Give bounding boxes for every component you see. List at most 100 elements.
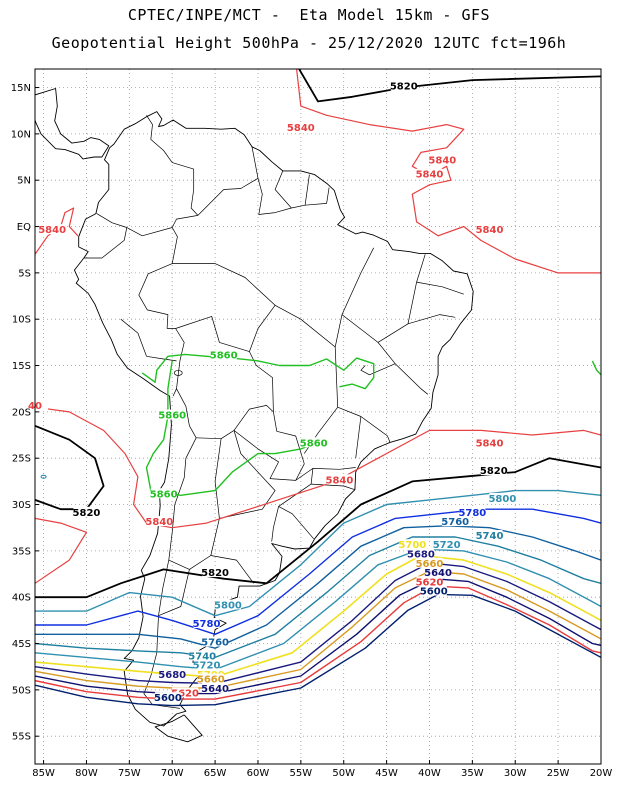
political-border: [120, 318, 147, 357]
contour-label-bg: [146, 516, 173, 527]
political-border: [214, 430, 276, 519]
contour-5820: [35, 457, 601, 599]
political-border: [271, 506, 279, 542]
political-border: [167, 328, 185, 397]
political-border: [355, 416, 362, 459]
political-border: [249, 247, 375, 352]
contour-label-5800-w: 5800: [214, 600, 242, 611]
political-border: [377, 314, 456, 343]
contour-label-bg: [442, 516, 469, 527]
political-border: [168, 518, 220, 570]
contour-label-5780-w: 5780: [193, 619, 221, 630]
contour-label-bg: [416, 576, 443, 587]
contour-5840: [35, 406, 601, 529]
contour-label-5840-atl1: 5840: [287, 123, 315, 134]
political-border: [312, 467, 356, 470]
political-border: [146, 355, 177, 362]
lake-titicaca: [173, 370, 183, 376]
plot-frame: [34, 68, 602, 765]
contour-label-5680-w: 5680: [158, 670, 186, 681]
lat-tick-label: 50S: [12, 685, 31, 696]
lat-tick-label: 10S: [12, 315, 31, 326]
lat-tick-label: EQ: [17, 222, 31, 233]
contour-5720: [35, 548, 601, 671]
contour-label-bg: [390, 80, 417, 91]
contour-labels: 5820 5840 5840 5840 5840 5840 5860 5860 5860 5860…: [22, 80, 516, 704]
central-america-coastline: [35, 88, 110, 160]
political-border: [304, 174, 310, 206]
political-border: [360, 363, 396, 376]
lat-tick-label: 45S: [12, 639, 31, 650]
lat-tick-label: 30S: [12, 500, 31, 511]
lat-tick-label: 15S: [12, 361, 31, 372]
contour-label-5820-e: 5820: [480, 466, 508, 477]
geopotential-contours: [35, 69, 601, 707]
contour-label-5720-e: 5720: [433, 540, 461, 551]
lon-tick-label: 45W: [375, 768, 398, 779]
lat-tick-label: 5N: [17, 176, 31, 187]
contour-label-bg: [476, 224, 503, 235]
contour-label-5840-mid: 5840: [476, 438, 504, 449]
contour-5600: [35, 593, 601, 707]
contour-label-bg: [300, 437, 327, 448]
contour-label-bg: [154, 692, 181, 703]
contour-label-5860-1: 5860: [210, 350, 238, 361]
political-boundaries: [35, 88, 474, 743]
south-america-coastline: [73, 111, 474, 727]
contour-label-bg: [476, 529, 503, 540]
political-border: [175, 316, 305, 464]
political-border: [197, 146, 259, 216]
contour-label-5760-w: 5760: [201, 638, 229, 649]
contour-label-5840-arg: 5840: [326, 475, 354, 486]
political-border: [407, 254, 426, 324]
contour-label-bg: [425, 567, 452, 578]
lon-tick-label: 50W: [332, 768, 355, 779]
contour-5840: [296, 69, 601, 274]
contour-label-5800-e: 5800: [488, 494, 516, 505]
lon-tick-label: 55W: [290, 768, 313, 779]
political-border: [96, 213, 173, 237]
lon-tick-label: 80W: [75, 768, 98, 779]
contour-label-5660-w: 5660: [197, 675, 225, 686]
contour-label-5640-w: 5640: [201, 684, 229, 695]
contour-label-bg: [326, 474, 353, 485]
graticule: [35, 69, 602, 764]
contour-5860: [591, 360, 601, 376]
contour-label-5700-e: 5700: [398, 540, 426, 551]
political-border: [143, 437, 197, 709]
political-border: [83, 227, 128, 259]
contour-label-bg: [416, 557, 443, 568]
contour-label-bg: [202, 682, 229, 693]
contour-label-bg: [287, 122, 314, 133]
political-border: [278, 468, 314, 540]
contour-label-5840-atl2: 5840: [428, 156, 456, 167]
political-border: [172, 263, 276, 306]
contour-label-5600-e: 5600: [420, 587, 448, 598]
political-border: [416, 281, 464, 295]
longitude-ticks: 85W 80W 75W 70W 65W 60W 55W 50W 45W 40W 35W 30W 25W 2…: [32, 760, 612, 779]
contour-label-5660-e: 5660: [416, 559, 444, 570]
lon-tick-label: 75W: [118, 768, 141, 779]
contour-label-5600-w: 5600: [154, 693, 182, 704]
contour-label-bg: [193, 618, 220, 628]
contour-label-5860-4: 5860: [150, 489, 178, 500]
contour-label-bg: [433, 539, 460, 550]
contour-label-5620-e: 5620: [416, 577, 444, 588]
contour-label-bg: [150, 488, 177, 499]
contour-label-bg: [159, 409, 186, 420]
political-border: [210, 555, 254, 584]
contour-label-bg: [193, 659, 220, 670]
political-border: [138, 215, 198, 329]
contour-label-5840-eq-e: 5840: [476, 225, 504, 236]
contour-5820: [35, 424, 105, 511]
contour-label-5620-w: 5620: [171, 689, 199, 700]
latitude-ticks: 15N 10N 5N EQ 5S 10S 15S 20S 25S 30S 35S 40S 45S 50S 5…: [11, 83, 39, 743]
contour-label-5840-eq-w: 5840: [38, 225, 66, 236]
lat-tick-label: 15N: [11, 83, 31, 94]
contour-label-5640-e: 5640: [424, 568, 452, 579]
small-closed-contour: [40, 474, 47, 479]
contour-label-bg: [476, 437, 503, 448]
lat-tick-label: 20S: [12, 407, 31, 418]
contour-label-5760-e: 5760: [441, 517, 469, 528]
